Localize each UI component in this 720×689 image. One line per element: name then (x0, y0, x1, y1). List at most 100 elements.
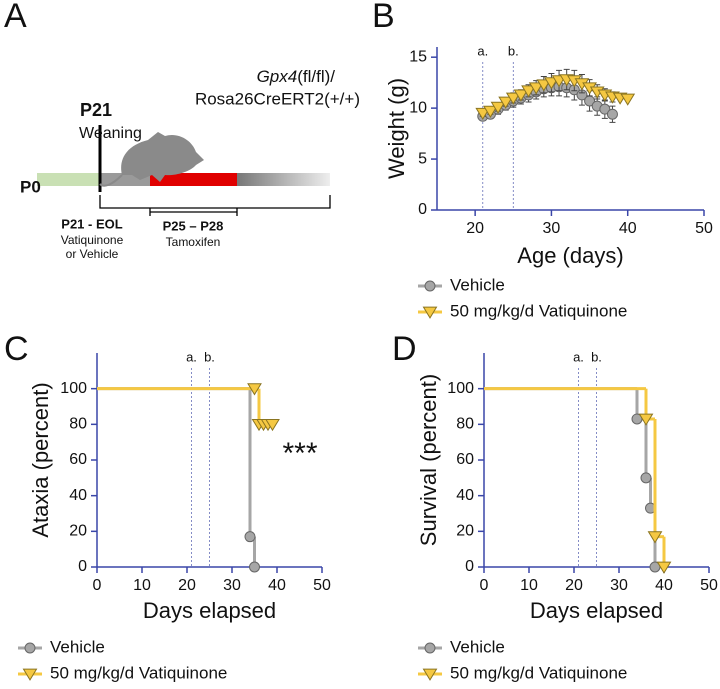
marker (640, 472, 652, 484)
marker (620, 93, 636, 106)
marker (490, 101, 506, 114)
marker (606, 108, 618, 120)
y-axis-label: Ataxia (percent) (28, 382, 53, 537)
label: Weaning (79, 125, 142, 142)
x-tick-label: 40 (655, 577, 673, 594)
label: Vatiquinone (61, 233, 124, 247)
reference-label: a. (186, 349, 197, 364)
label: Gpx4(fl/fl)/ (257, 67, 336, 86)
panel-label: B (372, 0, 395, 35)
x-tick-label: 30 (543, 220, 561, 237)
x-tick-label: 40 (268, 577, 286, 594)
marker (244, 531, 256, 543)
reference-label: b. (508, 43, 519, 58)
x-tick-label: 0 (93, 577, 102, 594)
x-tick-label: 20 (178, 577, 196, 594)
bar-segment (237, 173, 330, 186)
legend-label: 50 mg/kg/d Vatiquinone (450, 663, 627, 682)
marker (498, 96, 514, 109)
x-tick-label: 10 (520, 577, 538, 594)
x-tick-label: 10 (133, 577, 151, 594)
marker (513, 89, 529, 102)
bar-segment (150, 173, 237, 186)
marker (249, 561, 260, 573)
x-axis-label: Age (days) (517, 243, 623, 268)
y-tick-label: 60 (456, 451, 474, 468)
y-tick-label: 20 (456, 523, 474, 540)
y-axis-label: Weight (g) (384, 78, 409, 179)
marker (647, 531, 663, 544)
panel-label: A (4, 0, 27, 35)
x-tick-label: 20 (565, 577, 583, 594)
y-tick-label: 60 (69, 451, 87, 468)
reference-label: b. (591, 349, 602, 364)
timeline: P0 P21 Weaning Gpx4(fl/fl)/ Rosa26CreERT… (20, 67, 360, 261)
y-tick-label: 40 (69, 487, 87, 504)
reference-label: a. (477, 43, 488, 58)
label: P21 (80, 100, 112, 120)
panel-label: D (392, 330, 417, 368)
label: Rosa26CreERT2(+/+) (195, 89, 360, 108)
legend-label: 50 mg/kg/d Vatiquinone (50, 663, 227, 682)
marker (475, 107, 491, 121)
marker (536, 79, 552, 92)
x-tick-label: 30 (223, 577, 241, 594)
legend-marker (422, 668, 438, 681)
marker (265, 418, 280, 432)
marker (247, 383, 262, 396)
reference-label: a. (573, 349, 584, 364)
panel-label: C (4, 330, 29, 368)
y-tick-label: 80 (456, 416, 474, 433)
legend-label: 50 mg/kg/d Vatiquinone (450, 301, 627, 320)
x-tick-label: 20 (466, 220, 484, 237)
label: (fl/fl)/ (297, 67, 335, 86)
mouse-icon (121, 132, 204, 182)
legend-label: Vehicle (450, 275, 505, 294)
bracket (99, 195, 331, 209)
label: or Vehicle (66, 247, 119, 261)
marker (656, 561, 672, 574)
legend-label: Vehicle (50, 637, 105, 656)
label: P21 - EOL (61, 216, 122, 231)
y-tick-label: 0 (465, 558, 474, 575)
legend-marker (424, 280, 436, 292)
marker (599, 103, 611, 115)
x-tick-label: 40 (619, 220, 637, 237)
x-tick-label: 50 (700, 577, 718, 594)
bar-segment (37, 173, 100, 186)
y-tick-label: 80 (69, 416, 87, 433)
label: P25 – P28 (163, 218, 224, 233)
annotation: *** (282, 437, 317, 470)
marker (505, 92, 521, 105)
legend-marker (422, 306, 438, 319)
y-tick-label: 100 (447, 380, 474, 397)
x-axis-label: Days elapsed (530, 598, 663, 623)
x-tick-label: 50 (695, 220, 713, 237)
y-tick-label: 40 (456, 487, 474, 504)
marker (521, 85, 536, 98)
y-axis-label: Survival (percent) (416, 374, 441, 546)
y-tick-label: 15 (409, 48, 427, 65)
x-tick-label: 0 (480, 577, 489, 594)
marker (544, 77, 559, 90)
label: P0 (20, 177, 41, 196)
label: Gpx4 (257, 67, 298, 86)
x-axis-label: Days elapsed (143, 598, 276, 623)
legend-marker (24, 642, 36, 654)
bracket (149, 208, 238, 216)
y-tick-label: 5 (418, 150, 427, 167)
marker (483, 105, 498, 118)
marker (528, 82, 544, 95)
y-tick-label: 20 (69, 523, 87, 540)
legend-marker (424, 642, 436, 654)
y-tick-label: 10 (409, 99, 427, 116)
x-tick-label: 30 (610, 577, 628, 594)
mouse-tail (99, 174, 123, 187)
label: Tamoxifen (166, 235, 221, 249)
x-tick-label: 50 (313, 577, 331, 594)
y-tick-label: 100 (60, 380, 87, 397)
y-tick-label: 0 (418, 201, 427, 218)
legend-marker (22, 668, 38, 681)
y-tick-label: 0 (78, 558, 87, 575)
